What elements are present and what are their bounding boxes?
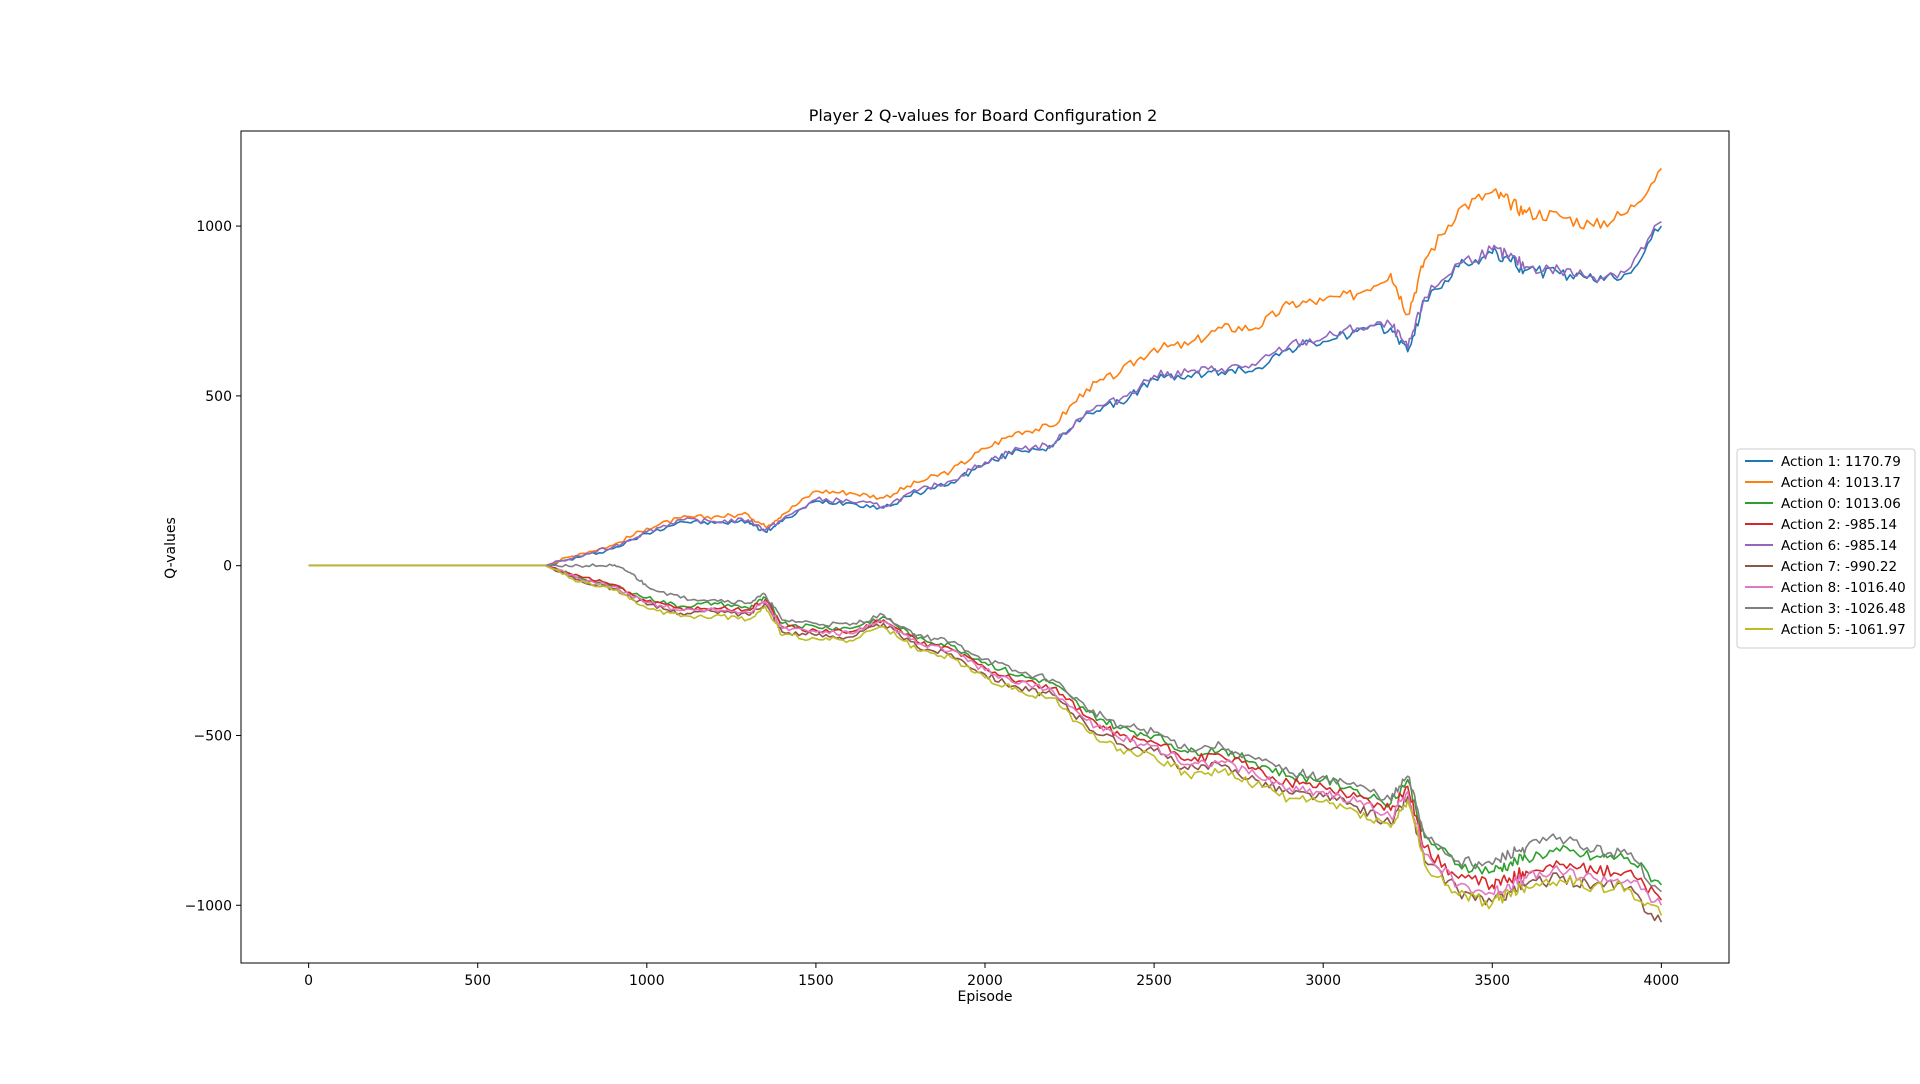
y-tick-label: 500 bbox=[205, 389, 232, 405]
y-axis-label: Q-values bbox=[163, 517, 179, 579]
plot-frame bbox=[241, 131, 1729, 963]
legend-entry: Action 3: -1026.48 bbox=[1781, 601, 1906, 617]
chart-title: Player 2 Q-values for Board Configuratio… bbox=[809, 106, 1158, 125]
series-line bbox=[308, 564, 1663, 916]
x-axis: 0 500 1000 1500 2000 2500 3000 3500 4000 bbox=[304, 963, 1679, 989]
legend-entry: Action 0: 1013.06 bbox=[1781, 496, 1901, 512]
x-tick-label: 3000 bbox=[1305, 973, 1341, 989]
legend-entry: Action 4: 1013.17 bbox=[1781, 475, 1901, 491]
x-tick-label: 3500 bbox=[1474, 973, 1510, 989]
legend-frame bbox=[1736, 448, 1916, 649]
x-tick-label: 500 bbox=[464, 973, 491, 989]
plot-area bbox=[240, 130, 1730, 964]
legend: Action 1: 1170.79 Action 4: 1013.17 Action… bbox=[1736, 448, 1916, 649]
legend-entry: Action 2: -985.14 bbox=[1781, 517, 1897, 533]
series-line bbox=[308, 563, 1662, 893]
x-axis-label: Episode bbox=[958, 989, 1013, 1005]
x-tick-label: 2000 bbox=[967, 973, 1003, 989]
y-tick-label: −500 bbox=[194, 728, 232, 744]
x-tick-label: 4000 bbox=[1644, 973, 1680, 989]
legend-entry: Action 6: -985.14 bbox=[1781, 538, 1897, 554]
x-tick-label: 1000 bbox=[629, 973, 665, 989]
y-tick-label: 0 bbox=[223, 559, 232, 575]
series-line bbox=[308, 564, 1663, 886]
series-layer bbox=[308, 167, 1663, 923]
x-tick-label: 0 bbox=[304, 973, 313, 989]
series-line bbox=[308, 167, 1662, 567]
series-line bbox=[308, 564, 1663, 901]
series-line bbox=[308, 221, 1662, 567]
x-tick-label: 1500 bbox=[798, 973, 834, 989]
series-line bbox=[308, 564, 1663, 906]
x-tick-label: 2500 bbox=[1136, 973, 1172, 989]
legend-entry: Action 7: -990.22 bbox=[1781, 559, 1897, 575]
y-tick-label: 1000 bbox=[196, 219, 232, 235]
legend-entry: Action 1: 1170.79 bbox=[1781, 454, 1901, 470]
legend-entry: Action 5: -1061.97 bbox=[1781, 622, 1906, 638]
y-tick-label: −1000 bbox=[185, 898, 232, 914]
y-axis: −1000 −500 0 500 1000 bbox=[185, 219, 241, 914]
legend-entry: Action 8: -1016.40 bbox=[1781, 580, 1906, 596]
